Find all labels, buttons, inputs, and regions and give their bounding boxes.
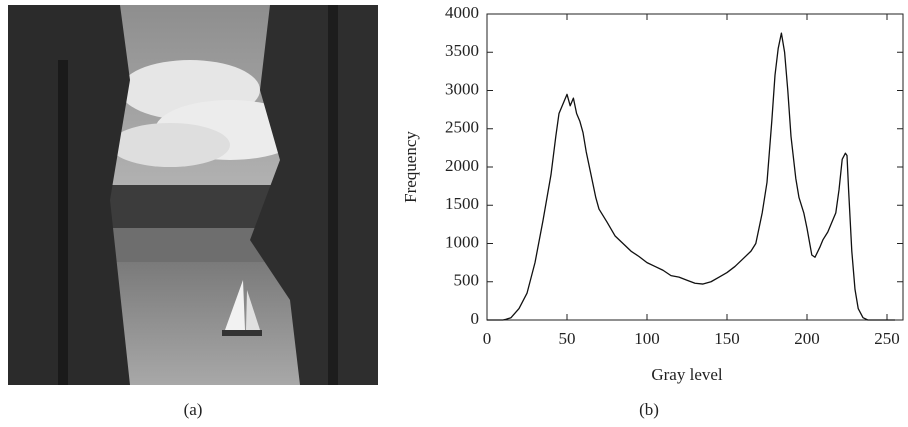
x-tick-label: 150 — [714, 329, 740, 348]
photo — [8, 5, 378, 385]
x-axis-label: Gray level — [651, 365, 723, 384]
x-tick-label: 200 — [794, 329, 820, 348]
y-tick-label: 1500 — [445, 194, 479, 213]
caption: (a) — [184, 400, 203, 419]
x-tick-label: 50 — [559, 329, 576, 348]
x-tick-label: 0 — [483, 329, 492, 348]
caption: (b) — [639, 400, 659, 419]
y-tick-label: 0 — [471, 309, 480, 328]
x-tick-label: 250 — [874, 329, 900, 348]
x-tick-label: 100 — [634, 329, 660, 348]
y-tick-label: 2500 — [445, 118, 479, 137]
y-tick-label: 3500 — [445, 41, 479, 60]
y-tick-label: 4000 — [445, 3, 479, 22]
y-tick-label: 1000 — [445, 232, 479, 251]
y-tick-label: 500 — [454, 271, 480, 290]
histogram-line — [487, 32, 895, 321]
y-tick-label: 2000 — [445, 156, 479, 175]
plot-frame — [486, 13, 904, 321]
y-axis-label: Frequency — [401, 131, 420, 203]
y-tick-label: 3000 — [445, 79, 479, 98]
